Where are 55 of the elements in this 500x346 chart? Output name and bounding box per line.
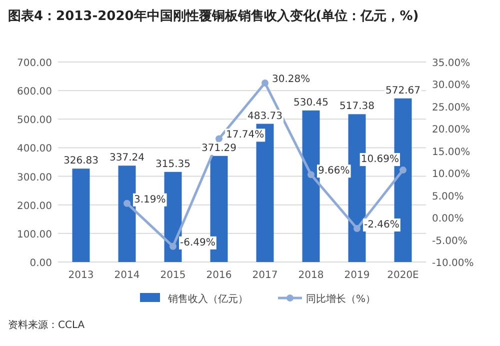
- y2-tick-label: 20.00%: [432, 124, 470, 136]
- data-label: 10.69%: [360, 154, 399, 166]
- data-label: 17.74%: [226, 130, 264, 141]
- data-label: 483.73: [248, 110, 282, 122]
- x-tick-label: 2014: [114, 270, 140, 281]
- x-tick-label: 2020E: [387, 270, 419, 281]
- y2-tick-label: 10.00%: [432, 169, 470, 180]
- y-tick-label: 500.00: [17, 115, 52, 126]
- y2-tick-label: 35.00%: [432, 58, 470, 69]
- data-label: 326.83: [64, 156, 98, 167]
- y-tick-label: 700.00: [17, 58, 52, 69]
- legend-label: 同比增长（%）: [306, 293, 376, 305]
- x-tick-label: 2018: [298, 270, 324, 281]
- data-label: -2.46%: [364, 219, 400, 230]
- chart-title: 图表4：2013-2020年中国刚性覆铜板销售收入变化(单位：亿元，%): [8, 8, 419, 24]
- bar: [72, 168, 90, 262]
- point: [308, 171, 314, 178]
- data-label: 572.67: [386, 85, 420, 96]
- y-tick-label: 200.00: [17, 200, 52, 212]
- text: 资料来源：CCLA: [8, 319, 85, 331]
- data-label: 30.28%: [272, 74, 310, 85]
- legend-label: 销售收入（亿元）: [167, 293, 248, 305]
- data-label: -6.49%: [180, 237, 216, 248]
- point: [170, 242, 176, 250]
- point: [124, 200, 130, 207]
- y-tick-label: 400.00: [17, 144, 52, 155]
- x-tick-label: 2013: [68, 270, 94, 281]
- bar: [118, 166, 136, 262]
- data-label: 371.29: [202, 142, 236, 154]
- data-label: 530.45: [294, 97, 328, 108]
- point: [262, 79, 268, 86]
- data-label: 3.19%: [134, 194, 166, 206]
- x-tick-label: 2015: [160, 270, 186, 281]
- y2-tick-label: 0.00%: [432, 214, 464, 225]
- x-tick-label: 2017: [252, 270, 278, 281]
- bar: [302, 110, 320, 262]
- data-label: 517.38: [340, 101, 374, 112]
- y2-tick-label: 15.00%: [432, 146, 470, 158]
- y2-tick-label: 25.00%: [432, 102, 470, 114]
- x-tick-label: 2016: [206, 270, 232, 281]
- y2-tick-label: -10.00%: [432, 258, 474, 269]
- point: [400, 166, 406, 174]
- x-tick-label: 2019: [344, 270, 370, 281]
- y2-tick-label: 5.00%: [432, 191, 464, 202]
- y-tick-label: 100.00: [17, 229, 52, 240]
- data-label: 9.66%: [318, 166, 350, 177]
- point: [216, 135, 222, 142]
- y-tick-label: 0.00: [30, 258, 52, 269]
- point: [354, 224, 360, 232]
- y2-tick-label: 30.00%: [432, 80, 470, 92]
- data-label: 315.35: [156, 158, 190, 170]
- y-tick-label: 600.00: [17, 86, 52, 98]
- data-label: 337.24: [110, 152, 144, 164]
- y-tick-label: 300.00: [17, 172, 52, 184]
- y2-tick-label: -5.00%: [432, 236, 468, 247]
